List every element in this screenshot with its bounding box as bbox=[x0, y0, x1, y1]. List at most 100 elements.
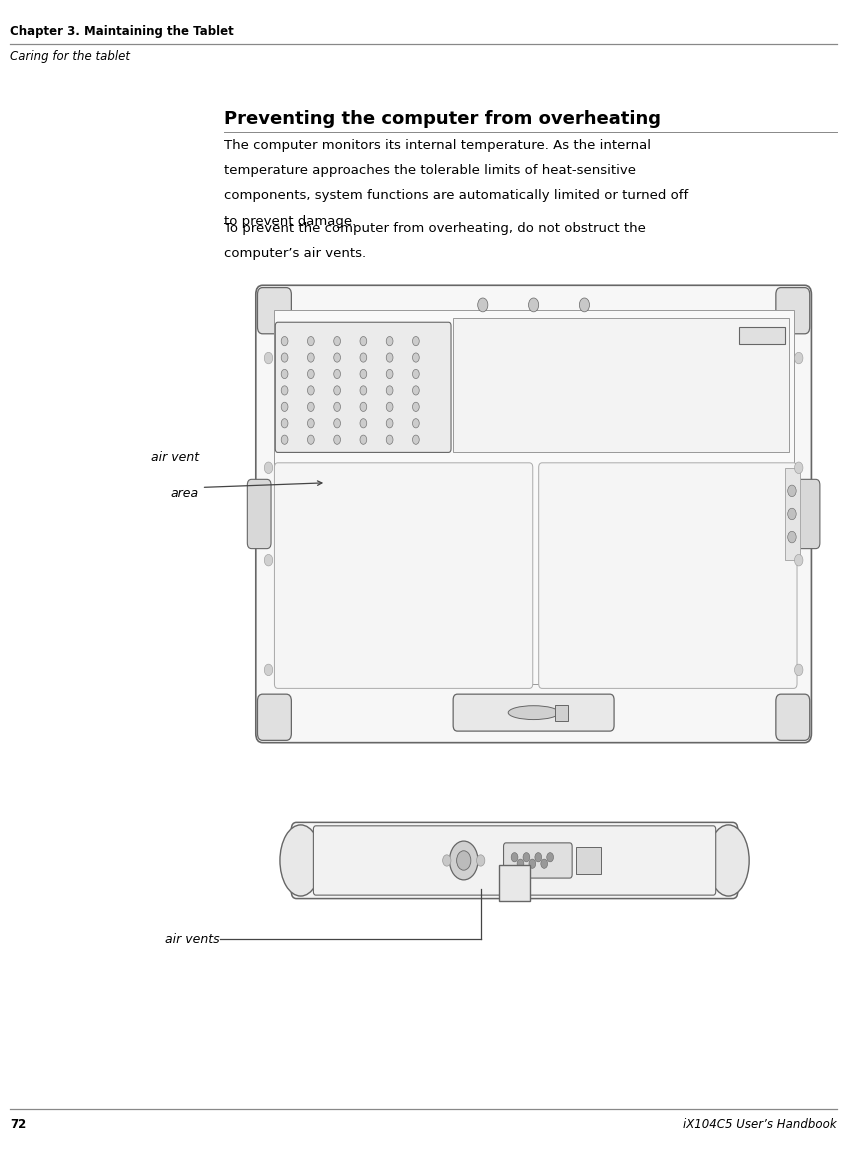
FancyBboxPatch shape bbox=[539, 463, 797, 688]
Circle shape bbox=[360, 353, 367, 363]
Circle shape bbox=[360, 370, 367, 379]
FancyBboxPatch shape bbox=[257, 288, 291, 334]
Circle shape bbox=[794, 554, 803, 566]
Circle shape bbox=[529, 859, 536, 869]
Circle shape bbox=[540, 859, 547, 869]
Circle shape bbox=[386, 336, 393, 345]
Circle shape bbox=[535, 852, 542, 862]
Text: To prevent the computer from overheating, do not obstruct the: To prevent the computer from overheating… bbox=[224, 222, 646, 234]
Circle shape bbox=[412, 336, 419, 345]
Circle shape bbox=[264, 664, 273, 676]
Circle shape bbox=[307, 435, 314, 445]
Circle shape bbox=[412, 402, 419, 411]
Circle shape bbox=[788, 485, 796, 497]
Text: air vent: air vent bbox=[151, 452, 199, 464]
Circle shape bbox=[334, 336, 340, 345]
Text: iX104C5 User’s Handbook: iX104C5 User’s Handbook bbox=[684, 1118, 837, 1131]
Circle shape bbox=[412, 435, 419, 445]
Circle shape bbox=[281, 336, 288, 345]
Text: to prevent damage.: to prevent damage. bbox=[224, 215, 357, 228]
Text: temperature approaches the tolerable limits of heat-sensitive: temperature approaches the tolerable lim… bbox=[224, 164, 636, 177]
FancyBboxPatch shape bbox=[499, 864, 530, 901]
Circle shape bbox=[281, 370, 288, 379]
Circle shape bbox=[547, 852, 554, 862]
FancyBboxPatch shape bbox=[313, 826, 716, 895]
Circle shape bbox=[450, 841, 478, 880]
FancyBboxPatch shape bbox=[247, 479, 271, 549]
Circle shape bbox=[281, 435, 288, 445]
Circle shape bbox=[386, 370, 393, 379]
FancyBboxPatch shape bbox=[739, 327, 785, 344]
Circle shape bbox=[334, 353, 340, 363]
Circle shape bbox=[334, 370, 340, 379]
Circle shape bbox=[334, 402, 340, 411]
FancyBboxPatch shape bbox=[776, 694, 810, 740]
Circle shape bbox=[334, 386, 340, 395]
FancyBboxPatch shape bbox=[452, 318, 789, 453]
Circle shape bbox=[386, 418, 393, 427]
Circle shape bbox=[386, 435, 393, 445]
Circle shape bbox=[307, 370, 314, 379]
Circle shape bbox=[334, 435, 340, 445]
Circle shape bbox=[579, 298, 590, 312]
FancyBboxPatch shape bbox=[291, 822, 738, 899]
Text: air vents: air vents bbox=[165, 932, 219, 946]
Circle shape bbox=[386, 386, 393, 395]
Circle shape bbox=[523, 852, 530, 862]
Circle shape bbox=[517, 859, 523, 869]
Text: Caring for the tablet: Caring for the tablet bbox=[10, 50, 130, 62]
Circle shape bbox=[477, 855, 484, 866]
Circle shape bbox=[360, 402, 367, 411]
FancyBboxPatch shape bbox=[776, 288, 810, 334]
Circle shape bbox=[443, 855, 451, 866]
Circle shape bbox=[281, 418, 288, 427]
Circle shape bbox=[794, 664, 803, 676]
Circle shape bbox=[412, 386, 419, 395]
Circle shape bbox=[307, 336, 314, 345]
Text: Chapter 3. Maintaining the Tablet: Chapter 3. Maintaining the Tablet bbox=[10, 25, 234, 38]
Text: components, system functions are automatically limited or turned off: components, system functions are automat… bbox=[224, 189, 689, 202]
Circle shape bbox=[281, 386, 288, 395]
Circle shape bbox=[264, 352, 273, 364]
Circle shape bbox=[307, 418, 314, 427]
FancyBboxPatch shape bbox=[274, 310, 794, 684]
FancyBboxPatch shape bbox=[555, 705, 568, 721]
Text: The computer monitors its internal temperature. As the internal: The computer monitors its internal tempe… bbox=[224, 139, 651, 151]
Circle shape bbox=[307, 353, 314, 363]
Circle shape bbox=[281, 353, 288, 363]
Circle shape bbox=[512, 852, 518, 862]
Circle shape bbox=[386, 402, 393, 411]
Circle shape bbox=[478, 298, 488, 312]
Circle shape bbox=[788, 508, 796, 520]
Text: 72: 72 bbox=[10, 1118, 26, 1131]
Circle shape bbox=[360, 435, 367, 445]
Text: Preventing the computer from overheating: Preventing the computer from overheating bbox=[224, 110, 662, 128]
Circle shape bbox=[334, 418, 340, 427]
Circle shape bbox=[794, 462, 803, 474]
FancyBboxPatch shape bbox=[275, 322, 451, 453]
Circle shape bbox=[307, 402, 314, 411]
Circle shape bbox=[412, 418, 419, 427]
Circle shape bbox=[360, 386, 367, 395]
FancyBboxPatch shape bbox=[274, 463, 533, 688]
Circle shape bbox=[281, 402, 288, 411]
Circle shape bbox=[457, 851, 471, 870]
Circle shape bbox=[264, 462, 273, 474]
Circle shape bbox=[264, 554, 273, 566]
Circle shape bbox=[307, 386, 314, 395]
Circle shape bbox=[412, 353, 419, 363]
FancyBboxPatch shape bbox=[785, 468, 800, 560]
FancyBboxPatch shape bbox=[453, 694, 614, 731]
Circle shape bbox=[412, 370, 419, 379]
Ellipse shape bbox=[508, 706, 559, 720]
Circle shape bbox=[529, 298, 539, 312]
Ellipse shape bbox=[708, 825, 749, 896]
Ellipse shape bbox=[280, 825, 322, 896]
FancyBboxPatch shape bbox=[503, 843, 573, 878]
FancyBboxPatch shape bbox=[576, 847, 601, 874]
Circle shape bbox=[794, 352, 803, 364]
Text: computer’s air vents.: computer’s air vents. bbox=[224, 247, 367, 260]
Circle shape bbox=[788, 531, 796, 543]
Text: area: area bbox=[171, 487, 199, 500]
Circle shape bbox=[360, 418, 367, 427]
